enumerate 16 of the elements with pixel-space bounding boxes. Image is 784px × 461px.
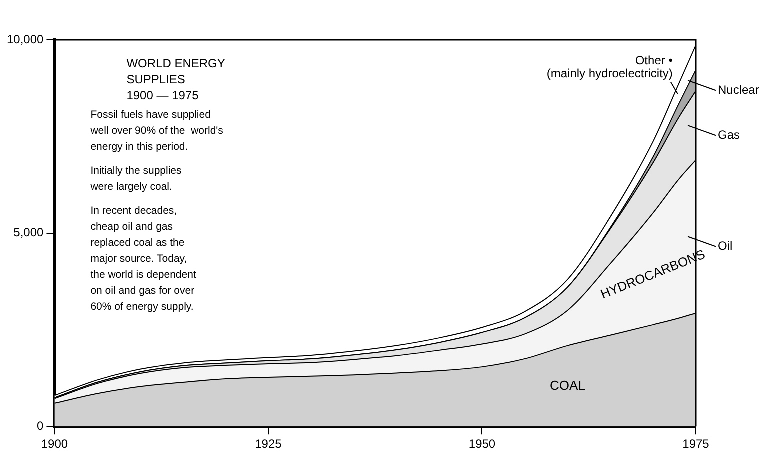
y-tick-label: 10,000 — [7, 32, 44, 46]
series-label: COAL — [550, 378, 586, 393]
legend-label: Oil — [718, 239, 733, 254]
x-tick-label: 1950 — [468, 437, 496, 452]
annotation: Fossil fuels have supplied well over 90% of the world's energy in this period. — [90, 109, 224, 154]
y-tick-label: 0 — [37, 418, 44, 433]
legend-label: Gas — [718, 128, 740, 142]
y-tick-label: 5,000 — [14, 226, 44, 240]
x-tick-label: 1925 — [255, 437, 282, 452]
annotation: In recent decades, cheap oil and gas replaced coal as the major source. Today, the world is dependent on oil and gas for over 60% of energy supply. — [90, 205, 196, 314]
series-label: Other • (mainly hydroelectricity) — [546, 53, 673, 80]
text: WORLD ENERGY SUPPLIES 1900 — 1975 — [126, 56, 226, 102]
x-tick-label: 1900 — [41, 437, 68, 452]
legend-label: Nuclear — [718, 82, 760, 97]
annotation: Initially the supplies were largely coal. — [90, 165, 182, 194]
x-tick-label: 1975 — [682, 437, 710, 452]
